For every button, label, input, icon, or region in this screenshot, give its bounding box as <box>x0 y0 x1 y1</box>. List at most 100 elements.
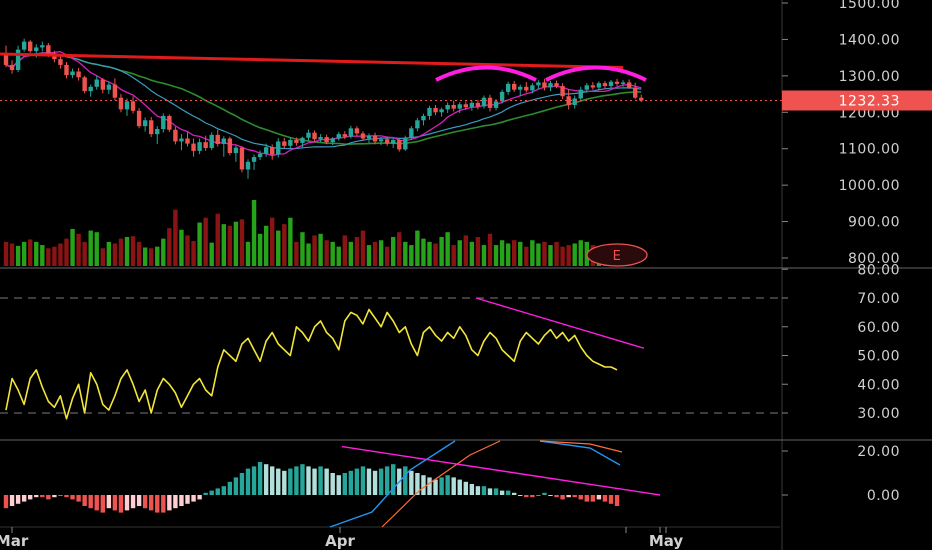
candle-body <box>173 129 178 142</box>
volume-bar <box>276 230 281 266</box>
signal-line <box>539 440 623 453</box>
volume-bar <box>251 200 257 266</box>
candle-body <box>306 132 311 138</box>
rsi-line <box>5 308 618 420</box>
candle-body <box>251 157 257 162</box>
volume-bar <box>185 235 190 266</box>
volume-bar <box>409 245 414 266</box>
volume-bar <box>572 243 577 266</box>
candle-body <box>245 161 251 170</box>
candle-body <box>149 120 154 135</box>
candle-body <box>124 101 130 110</box>
candle-body <box>403 137 408 150</box>
candle-body <box>185 138 190 144</box>
volume-bar <box>372 241 378 266</box>
volume-bar <box>481 245 487 266</box>
volume-bar <box>197 222 202 266</box>
histogram-bar <box>173 495 178 509</box>
histogram-bar <box>524 495 529 498</box>
candle-body <box>112 84 118 98</box>
histogram-bar <box>306 466 311 495</box>
volume-bar <box>439 237 444 266</box>
histogram-bar <box>427 477 432 495</box>
histogram-bar <box>227 481 233 495</box>
histogram-bar <box>324 468 329 495</box>
histogram-bar <box>505 490 511 495</box>
histogram-bar <box>578 495 583 500</box>
candle-body <box>118 97 124 110</box>
macd-divergence-trendline <box>341 445 661 496</box>
histogram-bar <box>167 495 172 511</box>
volume-bar <box>124 237 130 266</box>
volume-bar <box>136 241 142 266</box>
volume-bar <box>360 230 366 266</box>
volume-bar <box>366 245 372 266</box>
volume-bar <box>142 247 148 266</box>
volume-bar <box>155 246 160 266</box>
candle-body <box>463 104 468 108</box>
volume-bar <box>282 224 287 266</box>
volume-bar <box>34 241 39 266</box>
volume-bar <box>318 233 323 266</box>
candle-body <box>312 132 317 140</box>
candle-body <box>76 71 81 78</box>
histogram-bar <box>348 470 354 495</box>
candle-body <box>161 115 166 130</box>
candle-body <box>330 138 335 143</box>
histogram-bar <box>282 470 287 495</box>
volume-bar <box>554 241 559 266</box>
volume-bar <box>263 225 269 266</box>
candle-body <box>342 134 347 137</box>
histogram-bar <box>608 495 614 504</box>
volume-bar <box>191 241 196 266</box>
histogram-bar <box>554 495 559 498</box>
candle-body <box>263 147 269 154</box>
candle-body <box>590 85 596 88</box>
ma-fast-line <box>5 51 642 157</box>
volume-bar <box>499 240 505 266</box>
y-tick-label: 80.00 <box>857 262 900 278</box>
candle-body <box>191 143 196 151</box>
histogram-bar <box>614 495 620 506</box>
candle-body <box>288 139 293 146</box>
histogram-bar <box>136 495 142 506</box>
histogram-bar <box>596 495 602 500</box>
price-y-axis: 800.00900.001000.001100.001200.001300.00… <box>782 0 900 267</box>
candle-body <box>372 135 378 142</box>
histogram-bar <box>572 495 577 498</box>
volume-bar <box>354 237 360 266</box>
candle-body <box>221 138 226 144</box>
candle-body <box>209 134 214 148</box>
volume-bar <box>421 238 426 266</box>
volume-bar <box>52 246 57 266</box>
candle-body <box>536 82 541 86</box>
candle-body <box>88 86 93 92</box>
candle-body <box>457 104 462 109</box>
histogram-bar <box>602 495 608 502</box>
candle-body <box>215 134 220 144</box>
histogram-bar <box>330 473 335 495</box>
histogram-bar <box>457 479 462 495</box>
volume-bar <box>239 219 245 266</box>
histogram-bar <box>106 495 112 509</box>
volume-bar <box>300 232 305 266</box>
histogram-bar <box>46 495 51 500</box>
candle-body <box>421 115 426 121</box>
candle-body <box>384 139 390 144</box>
histogram-bar <box>185 495 190 504</box>
volume-bar <box>15 245 21 266</box>
candle-body <box>348 128 354 137</box>
candle-body <box>427 107 432 116</box>
histogram-bar <box>415 473 420 495</box>
candle-body <box>530 85 535 91</box>
candle-body <box>596 83 602 88</box>
volume-bar <box>391 237 396 266</box>
candle-body <box>409 128 414 138</box>
volume-bar <box>28 239 33 266</box>
volume-bar <box>257 233 263 266</box>
signal-line <box>381 440 501 528</box>
candle-body <box>360 133 366 139</box>
candle-body <box>70 71 75 76</box>
volume-bar <box>130 236 136 266</box>
